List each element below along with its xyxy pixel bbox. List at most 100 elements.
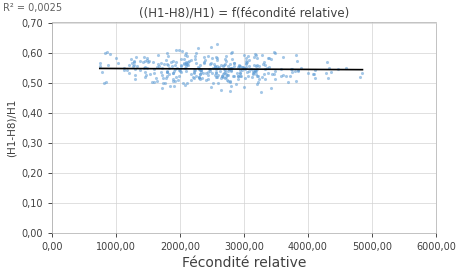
Point — [217, 68, 224, 73]
Point — [114, 60, 122, 65]
Point — [242, 61, 250, 66]
Point — [191, 54, 199, 58]
Point — [236, 71, 244, 75]
Point — [264, 71, 272, 75]
Point — [213, 70, 220, 74]
Point — [249, 75, 256, 79]
Point — [252, 53, 260, 57]
Point — [268, 72, 275, 76]
Point — [182, 62, 190, 66]
Point — [214, 73, 222, 78]
Point — [131, 58, 138, 63]
Point — [101, 50, 109, 55]
Point — [155, 64, 163, 69]
Point — [253, 63, 260, 67]
Point — [170, 84, 177, 88]
Point — [106, 52, 114, 57]
Point — [233, 71, 241, 76]
Point — [309, 72, 317, 77]
Point — [215, 65, 223, 69]
Point — [163, 74, 171, 79]
Point — [294, 68, 302, 73]
Point — [196, 63, 203, 67]
Point — [311, 68, 319, 73]
Point — [166, 72, 173, 76]
Point — [231, 60, 238, 65]
Point — [206, 61, 214, 66]
Point — [187, 72, 194, 76]
Point — [236, 63, 244, 68]
Point — [247, 66, 255, 71]
Point — [177, 64, 185, 68]
Point — [183, 81, 191, 86]
Point — [235, 64, 243, 69]
Point — [221, 68, 229, 72]
Point — [244, 60, 251, 64]
Point — [243, 61, 250, 65]
Point — [182, 51, 189, 55]
Point — [173, 75, 180, 79]
Point — [240, 53, 248, 58]
Point — [266, 65, 273, 69]
Point — [178, 57, 185, 61]
Point — [251, 52, 259, 57]
Point — [202, 78, 209, 82]
Point — [181, 66, 188, 70]
Point — [198, 68, 205, 72]
Point — [294, 67, 301, 72]
Point — [159, 86, 166, 90]
Point — [222, 76, 229, 80]
Point — [207, 45, 214, 50]
Point — [102, 80, 109, 84]
Point — [171, 62, 179, 67]
Point — [255, 76, 262, 81]
Point — [190, 71, 197, 75]
Point — [261, 63, 269, 67]
Point — [194, 65, 201, 69]
Point — [179, 48, 186, 53]
Point — [184, 60, 191, 64]
Point — [150, 60, 157, 65]
Point — [224, 72, 232, 77]
Point — [244, 70, 251, 74]
Point — [213, 63, 221, 68]
Point — [234, 74, 241, 79]
Point — [282, 73, 289, 78]
Point — [164, 54, 172, 58]
Point — [234, 74, 241, 79]
Point — [294, 59, 301, 63]
Point — [146, 71, 153, 76]
Point — [144, 60, 152, 65]
Point — [132, 55, 139, 59]
Point — [255, 74, 262, 79]
Point — [112, 56, 119, 60]
Point — [159, 66, 166, 70]
Point — [208, 71, 216, 76]
Point — [240, 66, 248, 71]
Point — [230, 64, 238, 68]
Point — [219, 75, 226, 79]
Point — [163, 70, 171, 74]
Point — [172, 60, 180, 64]
Point — [139, 60, 147, 65]
Point — [202, 71, 209, 75]
Point — [196, 77, 204, 81]
Point — [228, 84, 235, 88]
Point — [222, 54, 230, 58]
Point — [209, 55, 216, 60]
Point — [157, 70, 164, 75]
Point — [128, 57, 135, 61]
Point — [209, 80, 216, 85]
Point — [261, 67, 269, 72]
Point — [220, 70, 227, 75]
Point — [166, 84, 174, 88]
Point — [177, 63, 185, 67]
Point — [144, 66, 151, 70]
Point — [164, 62, 172, 67]
Point — [218, 63, 225, 67]
Point — [197, 68, 205, 72]
Point — [220, 67, 228, 71]
Point — [213, 56, 221, 61]
Point — [229, 74, 237, 78]
Point — [129, 61, 136, 65]
